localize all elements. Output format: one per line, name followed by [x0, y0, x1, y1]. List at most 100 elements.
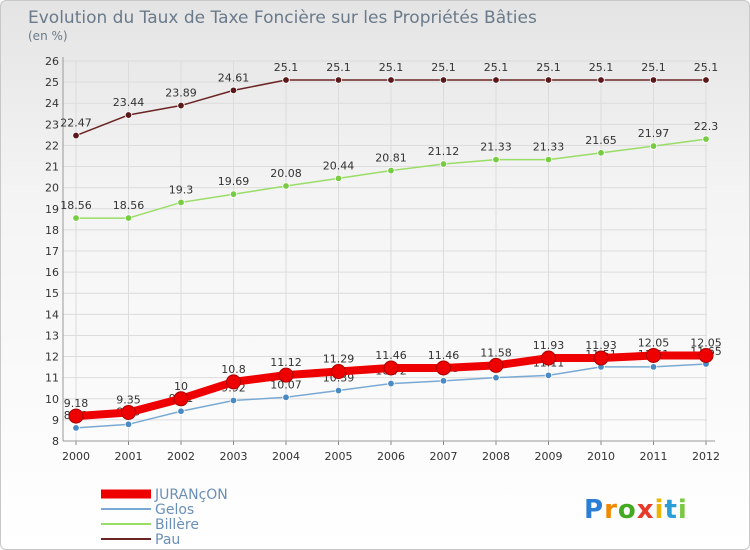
data-point	[488, 357, 504, 373]
data-label: 18.56	[60, 199, 92, 212]
x-tick-label: 2006	[377, 450, 405, 463]
legend-label: Pau	[155, 532, 180, 548]
data-point	[439, 377, 448, 385]
data-point	[593, 350, 609, 366]
y-tick-label: 17	[45, 245, 59, 258]
data-point	[121, 405, 136, 420]
data-label: 11.93	[585, 339, 617, 352]
y-tick-label: 24	[45, 97, 59, 110]
data-label: 25.1	[326, 61, 351, 74]
data-label: 25.1	[694, 61, 719, 74]
data-point	[698, 348, 714, 363]
x-tick-label: 2008	[482, 450, 510, 463]
data-label: 20.08	[270, 167, 302, 180]
y-tick-label: 22	[45, 139, 59, 152]
x-tick-label: 2000	[62, 450, 90, 463]
data-label: 25.1	[641, 61, 666, 74]
y-tick-label: 12	[45, 351, 59, 364]
data-label: 11.58	[480, 346, 512, 359]
y-tick-label: 18	[45, 224, 59, 237]
x-tick-label: 2001	[115, 450, 143, 463]
y-tick-label: 9	[52, 414, 59, 427]
data-point	[646, 348, 661, 363]
data-label: 21.33	[533, 141, 565, 154]
data-point	[124, 420, 133, 429]
legend-label: Gelos	[155, 502, 194, 518]
data-point	[72, 424, 80, 432]
x-tick-label: 2005	[325, 450, 353, 463]
y-tick-label: 10	[45, 393, 59, 406]
y-tick-label: 8	[52, 435, 59, 448]
data-point	[177, 101, 185, 110]
logo-letter: P	[584, 495, 604, 525]
y-tick-label: 16	[45, 266, 59, 279]
data-point	[68, 408, 84, 424]
data-point	[334, 386, 343, 395]
data-label: 23.44	[113, 96, 145, 109]
data-point	[544, 371, 553, 380]
y-tick-label: 11	[45, 372, 59, 385]
data-point	[544, 76, 553, 84]
x-tick-label: 2012	[692, 450, 720, 463]
y-tick-label: 23	[45, 118, 59, 131]
data-label: 21.65	[585, 134, 617, 147]
data-label: 20.81	[375, 152, 407, 165]
data-label: 19.3	[169, 183, 194, 196]
x-tick-label: 2002	[167, 450, 195, 463]
data-label: 21.12	[428, 145, 460, 158]
data-label: 23.89	[165, 87, 197, 100]
data-label: 10.07	[270, 378, 302, 391]
logo-letter: r	[604, 495, 618, 525]
data-label: 9.18	[64, 397, 89, 410]
x-tick-label: 2007	[430, 450, 458, 463]
data-label: 21.97	[638, 127, 670, 140]
data-label: 11.93	[533, 339, 565, 352]
legend-label: JURANçON	[154, 487, 228, 503]
legend-item-juran-on: JURANçON	[101, 487, 228, 503]
data-label: 11.46	[428, 349, 460, 362]
data-point	[173, 391, 189, 407]
data-point	[649, 363, 658, 371]
data-point	[492, 373, 500, 382]
logo-letter: i	[678, 495, 688, 525]
data-point	[492, 155, 500, 164]
legend-item-gelos: Gelos	[101, 502, 194, 518]
data-point	[439, 160, 448, 168]
legend-label: Billère	[155, 517, 199, 533]
data-point	[702, 135, 710, 143]
proxiti-logo: Proxiti	[584, 495, 688, 525]
data-label: 19.69	[218, 175, 250, 188]
data-point	[282, 182, 290, 190]
y-tick-label: 26	[45, 55, 59, 68]
data-point	[387, 166, 395, 175]
y-tick-label: 21	[45, 161, 59, 174]
y-tick-label: 14	[45, 308, 59, 321]
data-label: 25.1	[484, 61, 509, 74]
data-point	[649, 142, 658, 150]
data-point	[282, 76, 290, 84]
data-label: 18.56	[113, 199, 145, 212]
data-label: 9.35	[116, 394, 141, 407]
data-label: 25.1	[589, 61, 614, 74]
data-point	[229, 86, 238, 95]
logo-letter: o	[618, 495, 637, 525]
series-pau: 22.47 23.44 23.89 24.61 25.1 25.1 25.1 25.1 25.1…	[60, 61, 719, 140]
data-point	[72, 214, 80, 222]
data-point	[72, 131, 80, 140]
y-tick-label: 15	[45, 287, 59, 300]
data-point	[544, 155, 553, 164]
data-point	[387, 76, 395, 84]
data-label: 11.46	[375, 349, 407, 362]
data-point	[229, 396, 238, 405]
legend-item-pau: Pau	[101, 532, 180, 548]
data-label: 10	[174, 380, 188, 393]
data-point	[541, 350, 556, 366]
axes: 8 9 10 11 12 13 14 15 16 17 18 19 20 21 22 23 24 25 26 2000…	[45, 55, 720, 463]
chart-title: Evolution du Taux de Taxe Foncière sur l…	[28, 8, 537, 28]
series-bill-re: 18.56 18.56 19.3 19.69 20.08 20.44 20.81 21.12 2…	[60, 120, 718, 222]
data-point	[597, 149, 605, 157]
data-point	[226, 374, 241, 390]
data-point	[334, 76, 343, 84]
